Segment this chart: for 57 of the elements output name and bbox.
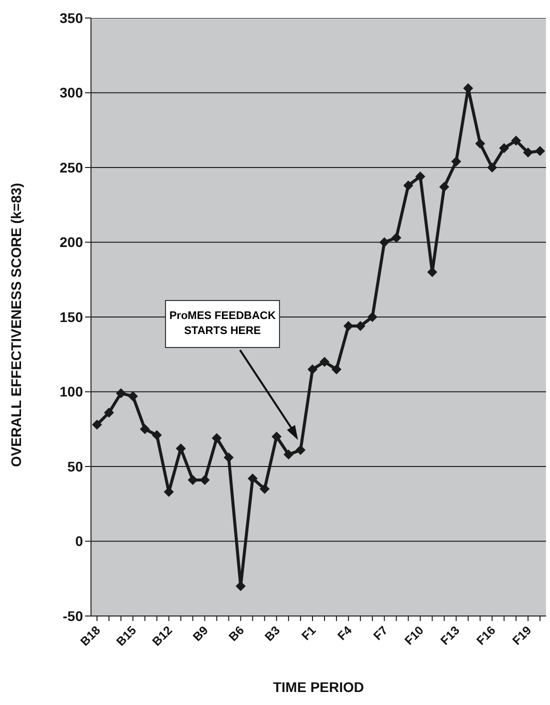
point (128, 391, 138, 402)
point (212, 433, 222, 444)
y-tick-label: 0 (75, 533, 84, 550)
point (367, 312, 378, 322)
point (272, 432, 282, 442)
x-tick-label: F13 (438, 623, 463, 648)
point (140, 424, 150, 434)
point (523, 148, 534, 158)
point (152, 430, 162, 440)
point (236, 581, 246, 592)
point (331, 364, 342, 374)
point (308, 364, 318, 374)
y-tick-label: 100 (60, 384, 84, 400)
y-axis-title: OVERALL EFFECTIVENESS SCORE (k=83) (8, 182, 24, 467)
x-tick-label: F1 (298, 623, 319, 644)
x-tick-label: F19 (510, 623, 534, 648)
x-tick-label: F16 (474, 623, 498, 648)
x-tick-label: B3 (262, 622, 283, 644)
x-tick-label: F4 (334, 623, 355, 644)
point (319, 356, 330, 367)
point (535, 146, 546, 156)
x-axis-title: TIME PERIOD (272, 679, 364, 695)
x-tick-label: B6 (226, 622, 248, 644)
point (487, 162, 498, 172)
point (475, 138, 486, 149)
point (511, 136, 522, 146)
y-tick-label: -50 (62, 608, 84, 624)
point (284, 450, 294, 460)
point (499, 143, 510, 154)
point (451, 156, 462, 167)
y-tick-label: 350 (60, 10, 84, 26)
y-tick-label: 300 (60, 84, 84, 101)
point (188, 474, 198, 485)
x-tick-label: F7 (370, 623, 391, 644)
point (200, 474, 210, 485)
x-tick-label: F10 (402, 623, 427, 648)
point (391, 232, 402, 243)
y-tick-label: 250 (60, 159, 84, 176)
x-tick-label: B12 (149, 622, 176, 649)
point (104, 408, 114, 418)
point (439, 182, 450, 192)
point (403, 180, 414, 190)
x-tick-label: B9 (190, 622, 212, 644)
x-tick-label: B18 (78, 622, 104, 649)
point (296, 445, 306, 456)
y-tick-label: 50 (67, 458, 84, 474)
point (224, 452, 234, 463)
annotation: ProMES FEEDBACK STARTS HERE (165, 300, 280, 348)
point (260, 484, 270, 494)
point (343, 320, 354, 331)
point (248, 473, 258, 484)
point (116, 388, 126, 398)
point (92, 420, 102, 430)
point (379, 237, 390, 248)
point (415, 171, 426, 182)
y-tick-label: 150 (60, 308, 84, 325)
y-tick-label: 200 (60, 234, 84, 250)
